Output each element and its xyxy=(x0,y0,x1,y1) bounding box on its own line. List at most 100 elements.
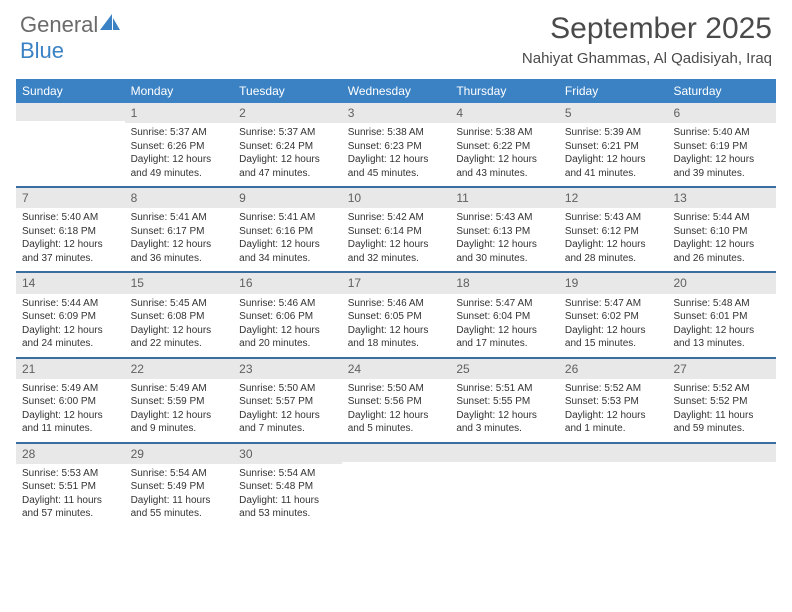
sunrise-text: Sunrise: 5:52 AM xyxy=(673,382,770,396)
daylight-text: Daylight: 12 hours xyxy=(673,238,770,252)
logo-sail-icon xyxy=(100,14,122,37)
cell-body: Sunrise: 5:54 AMSunset: 5:48 PMDaylight:… xyxy=(233,464,342,527)
day-number: 8 xyxy=(125,188,234,208)
cell-body: Sunrise: 5:50 AMSunset: 5:56 PMDaylight:… xyxy=(342,379,451,442)
day-number: 14 xyxy=(16,273,125,293)
sunset-text: Sunset: 6:05 PM xyxy=(348,310,445,324)
day-number: 21 xyxy=(16,359,125,379)
daylight-text: Daylight: 12 hours xyxy=(131,324,228,338)
day-number: 18 xyxy=(450,273,559,293)
cell-body: Sunrise: 5:39 AMSunset: 6:21 PMDaylight:… xyxy=(559,123,668,186)
daylight-text: and 39 minutes. xyxy=(673,167,770,181)
sunset-text: Sunset: 5:52 PM xyxy=(673,395,770,409)
day-number: 9 xyxy=(233,188,342,208)
day-number: 24 xyxy=(342,359,451,379)
calendar-cell: 14Sunrise: 5:44 AMSunset: 6:09 PMDayligh… xyxy=(16,273,125,356)
calendar-row: 7Sunrise: 5:40 AMSunset: 6:18 PMDaylight… xyxy=(16,186,776,271)
daylight-text: Daylight: 12 hours xyxy=(131,409,228,423)
calendar-cell xyxy=(16,103,125,186)
day-number: 20 xyxy=(667,273,776,293)
cell-body: Sunrise: 5:41 AMSunset: 6:16 PMDaylight:… xyxy=(233,208,342,271)
sunset-text: Sunset: 6:08 PM xyxy=(131,310,228,324)
calendar-cell: 1Sunrise: 5:37 AMSunset: 6:26 PMDaylight… xyxy=(125,103,234,186)
sunset-text: Sunset: 5:57 PM xyxy=(239,395,336,409)
cell-body: Sunrise: 5:38 AMSunset: 6:22 PMDaylight:… xyxy=(450,123,559,186)
daylight-text: Daylight: 12 hours xyxy=(131,238,228,252)
day-number xyxy=(342,444,451,462)
daylight-text: and 32 minutes. xyxy=(348,252,445,266)
sunset-text: Sunset: 6:22 PM xyxy=(456,140,553,154)
daylight-text: Daylight: 12 hours xyxy=(22,409,119,423)
daylight-text: and 57 minutes. xyxy=(22,507,119,521)
calendar-cell: 28Sunrise: 5:53 AMSunset: 5:51 PMDayligh… xyxy=(16,444,125,527)
logo-text: General Blue xyxy=(20,12,122,64)
daylight-text: and 26 minutes. xyxy=(673,252,770,266)
daylight-text: Daylight: 12 hours xyxy=(131,153,228,167)
sunrise-text: Sunrise: 5:46 AM xyxy=(239,297,336,311)
calendar-cell: 25Sunrise: 5:51 AMSunset: 5:55 PMDayligh… xyxy=(450,359,559,442)
sunset-text: Sunset: 6:13 PM xyxy=(456,225,553,239)
daylight-text: Daylight: 12 hours xyxy=(456,153,553,167)
weekday-header-cell: Monday xyxy=(125,79,234,103)
daylight-text: and 28 minutes. xyxy=(565,252,662,266)
cell-body: Sunrise: 5:40 AMSunset: 6:18 PMDaylight:… xyxy=(16,208,125,271)
day-number: 4 xyxy=(450,103,559,123)
sunrise-text: Sunrise: 5:37 AM xyxy=(131,126,228,140)
sunset-text: Sunset: 6:16 PM xyxy=(239,225,336,239)
calendar-cell: 24Sunrise: 5:50 AMSunset: 5:56 PMDayligh… xyxy=(342,359,451,442)
daylight-text: and 5 minutes. xyxy=(348,422,445,436)
day-number: 10 xyxy=(342,188,451,208)
cell-body: Sunrise: 5:52 AMSunset: 5:53 PMDaylight:… xyxy=(559,379,668,442)
daylight-text: Daylight: 11 hours xyxy=(131,494,228,508)
daylight-text: and 15 minutes. xyxy=(565,337,662,351)
sunset-text: Sunset: 5:53 PM xyxy=(565,395,662,409)
sunrise-text: Sunrise: 5:41 AM xyxy=(239,211,336,225)
daylight-text: Daylight: 12 hours xyxy=(456,409,553,423)
calendar-cell: 18Sunrise: 5:47 AMSunset: 6:04 PMDayligh… xyxy=(450,273,559,356)
logo-sub: Blue xyxy=(20,38,64,63)
calendar-row: 14Sunrise: 5:44 AMSunset: 6:09 PMDayligh… xyxy=(16,271,776,356)
sunset-text: Sunset: 6:09 PM xyxy=(22,310,119,324)
daylight-text: Daylight: 12 hours xyxy=(565,324,662,338)
sunrise-text: Sunrise: 5:46 AM xyxy=(348,297,445,311)
weekday-header-cell: Wednesday xyxy=(342,79,451,103)
sunset-text: Sunset: 6:10 PM xyxy=(673,225,770,239)
cell-body: Sunrise: 5:42 AMSunset: 6:14 PMDaylight:… xyxy=(342,208,451,271)
day-number: 30 xyxy=(233,444,342,464)
sunset-text: Sunset: 6:04 PM xyxy=(456,310,553,324)
daylight-text: and 7 minutes. xyxy=(239,422,336,436)
daylight-text: and 17 minutes. xyxy=(456,337,553,351)
calendar-cell: 11Sunrise: 5:43 AMSunset: 6:13 PMDayligh… xyxy=(450,188,559,271)
sunrise-text: Sunrise: 5:43 AM xyxy=(565,211,662,225)
daylight-text: Daylight: 12 hours xyxy=(565,153,662,167)
cell-body: Sunrise: 5:47 AMSunset: 6:02 PMDaylight:… xyxy=(559,294,668,357)
weekday-header-cell: Thursday xyxy=(450,79,559,103)
daylight-text: Daylight: 12 hours xyxy=(565,409,662,423)
cell-body: Sunrise: 5:49 AMSunset: 5:59 PMDaylight:… xyxy=(125,379,234,442)
daylight-text: and 55 minutes. xyxy=(131,507,228,521)
daylight-text: and 47 minutes. xyxy=(239,167,336,181)
daylight-text: Daylight: 12 hours xyxy=(348,324,445,338)
sunrise-text: Sunrise: 5:47 AM xyxy=(456,297,553,311)
cell-body: Sunrise: 5:49 AMSunset: 6:00 PMDaylight:… xyxy=(16,379,125,442)
sunrise-text: Sunrise: 5:43 AM xyxy=(456,211,553,225)
daylight-text: Daylight: 12 hours xyxy=(239,324,336,338)
calendar-cell: 22Sunrise: 5:49 AMSunset: 5:59 PMDayligh… xyxy=(125,359,234,442)
weekday-header-cell: Sunday xyxy=(16,79,125,103)
daylight-text: and 45 minutes. xyxy=(348,167,445,181)
weekday-header-cell: Tuesday xyxy=(233,79,342,103)
daylight-text: and 34 minutes. xyxy=(239,252,336,266)
calendar: SundayMondayTuesdayWednesdayThursdayFrid… xyxy=(16,79,776,527)
cell-body: Sunrise: 5:38 AMSunset: 6:23 PMDaylight:… xyxy=(342,123,451,186)
sunrise-text: Sunrise: 5:38 AM xyxy=(348,126,445,140)
daylight-text: and 18 minutes. xyxy=(348,337,445,351)
day-number: 16 xyxy=(233,273,342,293)
logo: General Blue xyxy=(20,12,122,64)
sunrise-text: Sunrise: 5:54 AM xyxy=(131,467,228,481)
calendar-cell: 10Sunrise: 5:42 AMSunset: 6:14 PMDayligh… xyxy=(342,188,451,271)
cell-body: Sunrise: 5:45 AMSunset: 6:08 PMDaylight:… xyxy=(125,294,234,357)
daylight-text: and 1 minute. xyxy=(565,422,662,436)
calendar-cell: 6Sunrise: 5:40 AMSunset: 6:19 PMDaylight… xyxy=(667,103,776,186)
daylight-text: Daylight: 11 hours xyxy=(673,409,770,423)
day-number: 23 xyxy=(233,359,342,379)
